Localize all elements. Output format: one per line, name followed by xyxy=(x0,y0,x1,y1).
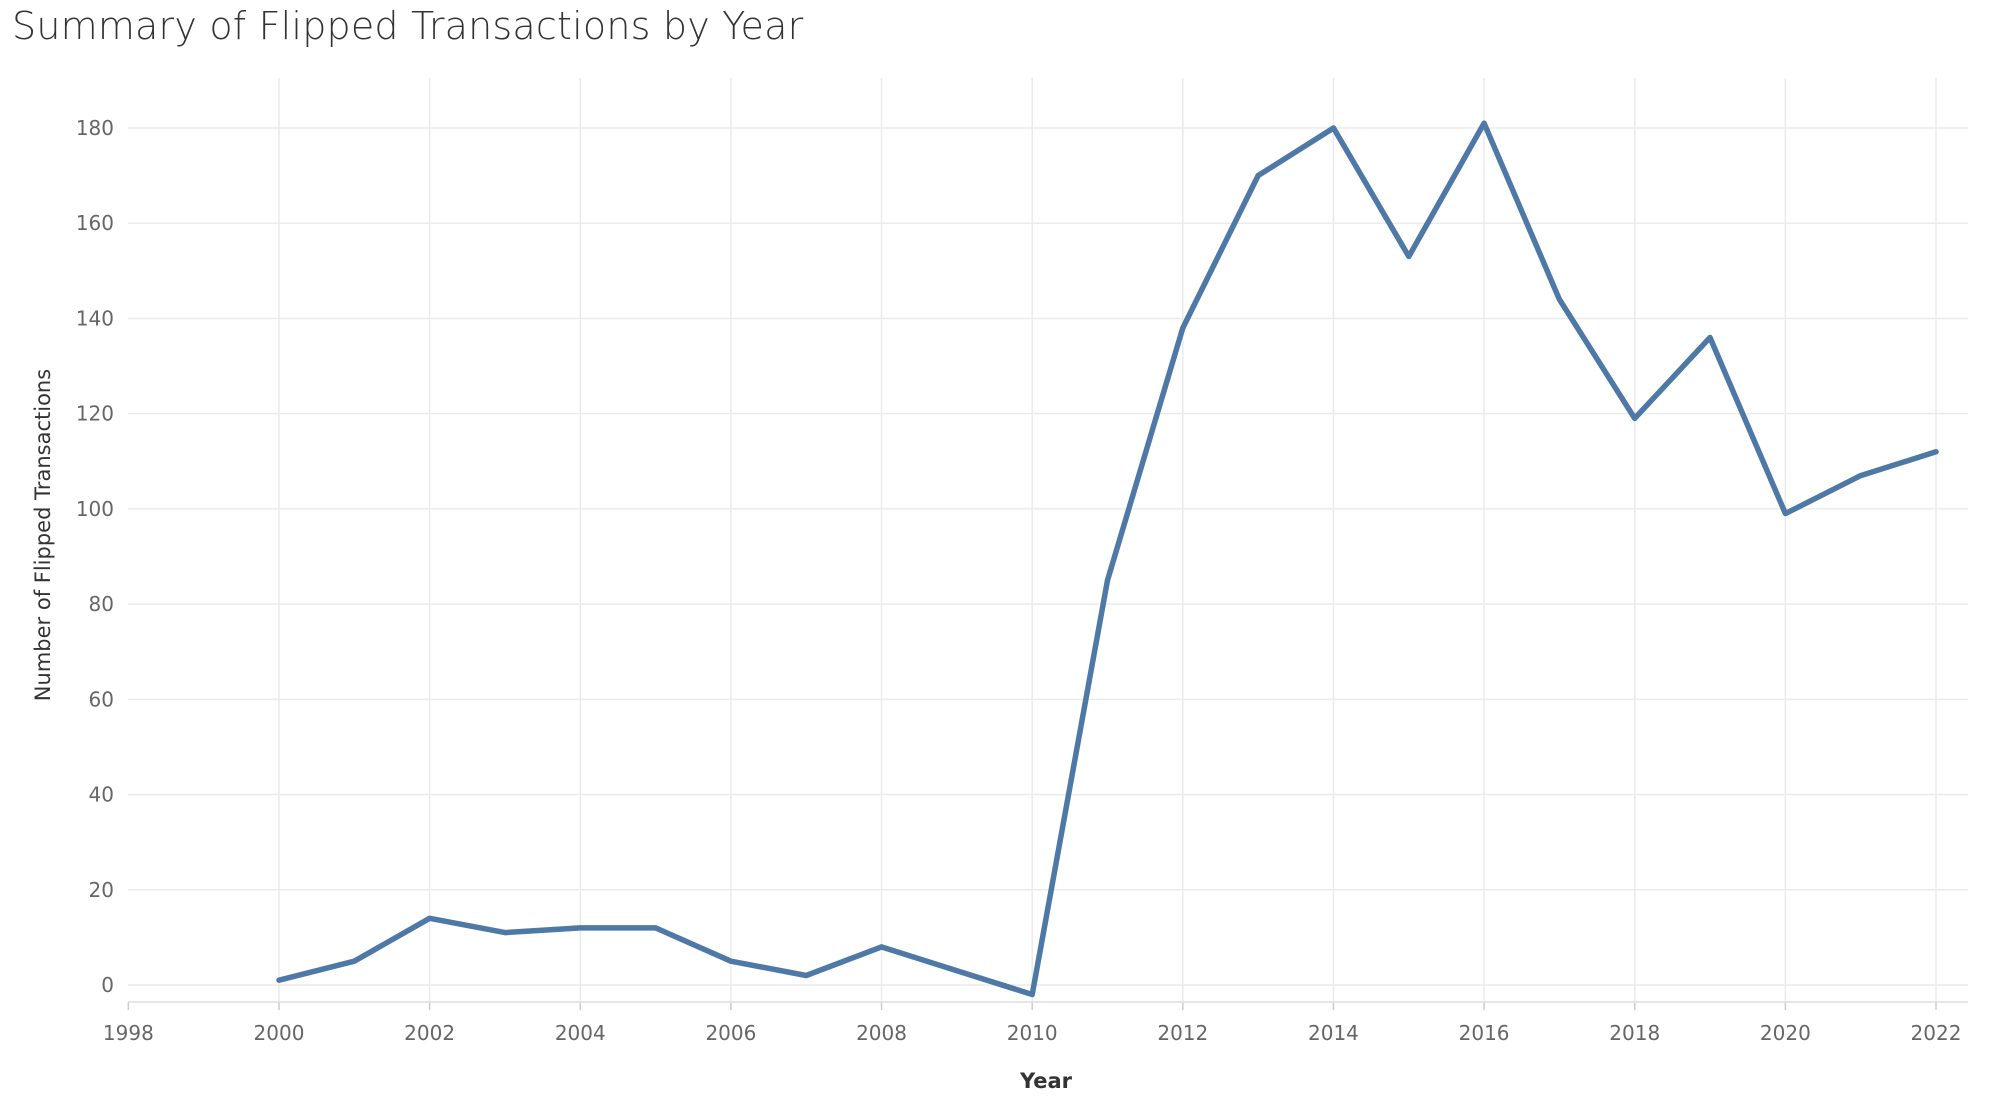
y-tick-label: 140 xyxy=(76,306,114,330)
data-point xyxy=(1858,473,1864,479)
data-point xyxy=(653,925,659,931)
data-point xyxy=(502,930,508,936)
gridlines xyxy=(128,78,1968,1002)
y-tick-label: 60 xyxy=(89,687,114,711)
data-point xyxy=(1255,173,1261,179)
x-axis: 1998 2000 2002 2004 2006 2008 2010 2012 2014 2016… xyxy=(103,1001,1968,1045)
x-tick-label: 1998 xyxy=(103,1021,154,1045)
x-tick-label: 2012 xyxy=(1157,1021,1208,1045)
x-tick-label: 2020 xyxy=(1760,1021,1811,1045)
data-point xyxy=(879,944,885,950)
data-point xyxy=(1556,296,1562,302)
x-tick-label: 2004 xyxy=(555,1021,606,1045)
data-point xyxy=(577,925,583,931)
data-point xyxy=(1632,415,1638,421)
x-tick-label: 2022 xyxy=(1911,1021,1962,1045)
data-point xyxy=(1029,992,1035,998)
data-point xyxy=(954,968,960,974)
data-point xyxy=(803,972,809,978)
x-tick-label: 2018 xyxy=(1609,1021,1660,1045)
y-tick-label: 120 xyxy=(76,402,114,426)
data-point xyxy=(1782,511,1788,517)
x-tick-label: 2002 xyxy=(404,1021,455,1045)
data-point xyxy=(1933,449,1939,455)
y-tick-label: 160 xyxy=(76,211,114,235)
y-tick-label: 40 xyxy=(89,783,114,807)
data-point xyxy=(728,958,734,964)
data-point xyxy=(427,915,433,921)
chart-title: Summary of Flipped Transactions by Year xyxy=(12,4,804,48)
x-tick-label: 2000 xyxy=(254,1021,305,1045)
x-tick-label: 2010 xyxy=(1007,1021,1058,1045)
y-tick-label: 20 xyxy=(89,878,114,902)
data-point xyxy=(1707,334,1713,340)
y-tick-label: 0 xyxy=(101,973,114,997)
x-tick-label: 2008 xyxy=(856,1021,907,1045)
data-point xyxy=(351,958,357,964)
x-axis-title: Year xyxy=(1019,1069,1073,1093)
y-tick-label: 100 xyxy=(76,497,114,521)
data-point xyxy=(1180,325,1186,331)
data-point xyxy=(1406,254,1412,260)
y-tick-label: 80 xyxy=(89,592,114,616)
series xyxy=(276,120,1939,998)
series-line xyxy=(276,120,1939,998)
data-point xyxy=(1330,125,1336,131)
y-axis-title: Number of Flipped Transactions xyxy=(31,369,55,701)
y-axis: 0 20 40 60 80 100 120 140 160 180 xyxy=(76,116,114,997)
x-tick-label: 2016 xyxy=(1459,1021,1510,1045)
x-tick-label: 2006 xyxy=(705,1021,756,1045)
data-point xyxy=(276,977,282,983)
y-tick-label: 180 xyxy=(76,116,114,140)
data-point xyxy=(1105,577,1110,583)
x-tick-label: 2014 xyxy=(1308,1021,1359,1045)
data-point xyxy=(1481,120,1487,126)
